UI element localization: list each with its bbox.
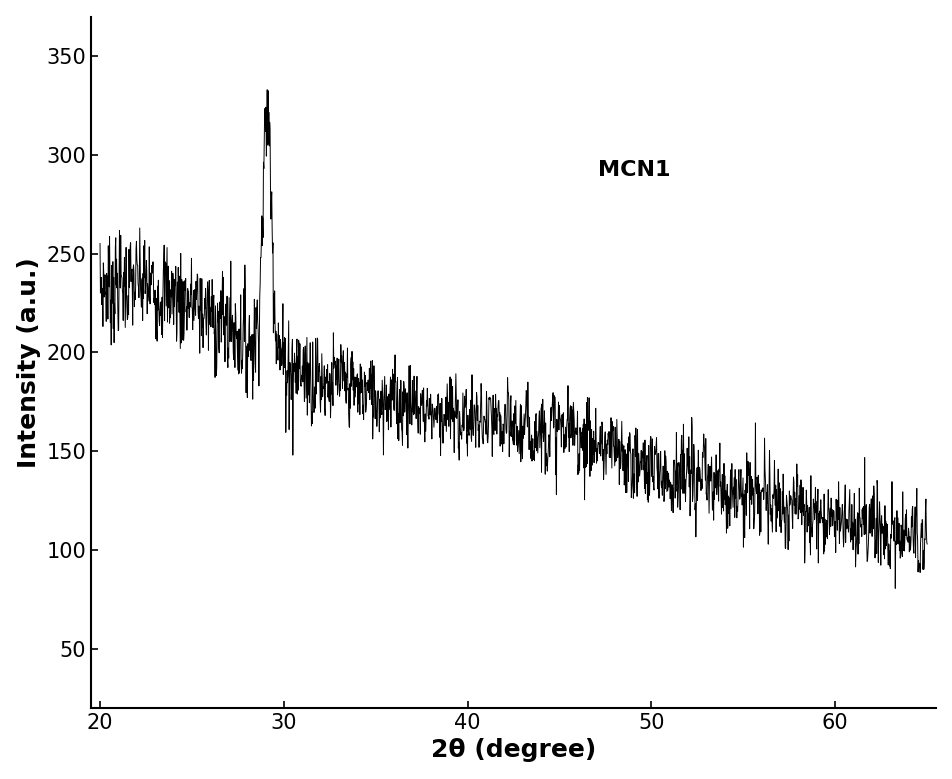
Y-axis label: Intensity (a.u.): Intensity (a.u.) (16, 257, 41, 467)
Text: MCN1: MCN1 (598, 160, 670, 180)
X-axis label: 2θ (degree): 2θ (degree) (430, 738, 596, 763)
